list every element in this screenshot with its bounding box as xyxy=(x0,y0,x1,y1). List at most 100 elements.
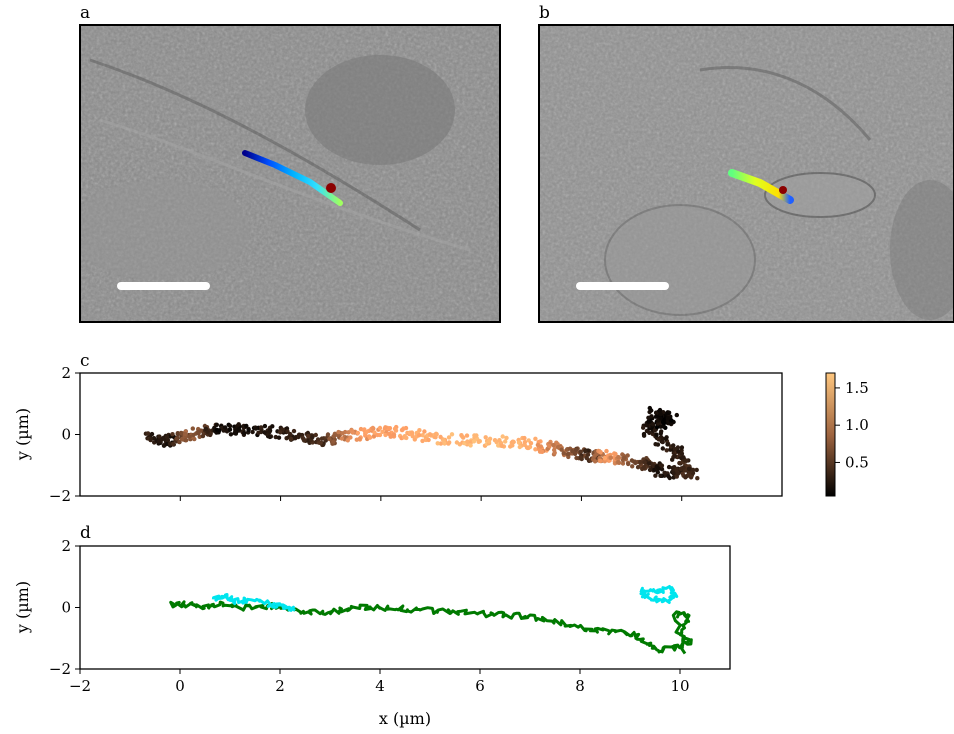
data-point xyxy=(533,436,538,441)
data-point xyxy=(179,431,185,436)
data-point xyxy=(464,433,470,438)
data-point xyxy=(670,457,675,462)
data-point xyxy=(517,444,522,450)
data-point xyxy=(672,454,677,459)
y-axis-label-d: y (µm) xyxy=(13,581,32,634)
data-point xyxy=(522,439,528,445)
x-tick-label: 2 xyxy=(275,677,285,695)
data-point xyxy=(313,432,318,438)
data-point xyxy=(592,453,598,458)
data-point xyxy=(625,453,630,458)
data-point xyxy=(638,459,643,465)
data-point xyxy=(669,418,674,423)
data-point xyxy=(228,432,234,437)
data-point xyxy=(404,435,409,441)
data-point xyxy=(317,440,323,445)
data-point xyxy=(641,465,647,470)
data-point xyxy=(417,433,422,438)
data-point xyxy=(435,441,440,446)
data-point xyxy=(315,437,321,442)
data-point xyxy=(183,431,188,437)
colorbar-gradient xyxy=(825,372,836,497)
data-point xyxy=(622,455,627,460)
data-point xyxy=(175,431,180,436)
data-point xyxy=(345,438,350,443)
data-point xyxy=(367,435,373,440)
data-point xyxy=(653,442,658,447)
chart-c: c −2 0 2 y (µm) 0.5 1.0 1.5 xyxy=(13,351,869,505)
colorbar-tick-label: 1.0 xyxy=(845,416,869,434)
data-point xyxy=(253,426,258,431)
colorbar: 0.5 1.0 1.5 xyxy=(825,372,869,497)
x-axis-c xyxy=(179,496,683,501)
data-point xyxy=(427,432,433,437)
data-point xyxy=(658,473,663,478)
data-point xyxy=(296,432,302,437)
data-point xyxy=(236,427,242,432)
data-point xyxy=(660,439,665,445)
data-point xyxy=(649,414,654,419)
data-point xyxy=(400,427,405,433)
data-point xyxy=(663,436,668,441)
data-point xyxy=(409,430,415,435)
data-point xyxy=(288,436,294,441)
x-tick-label: 0 xyxy=(175,677,185,695)
data-point xyxy=(380,429,385,434)
data-point xyxy=(471,439,477,444)
data-point xyxy=(668,447,673,452)
data-point xyxy=(655,470,660,475)
data-point xyxy=(654,410,659,416)
data-point xyxy=(446,435,452,440)
data-point xyxy=(227,423,233,429)
data-point xyxy=(656,437,661,442)
data-point xyxy=(208,432,213,438)
data-point xyxy=(357,436,362,442)
panel-label-d: d xyxy=(80,523,91,543)
data-point xyxy=(449,432,455,437)
data-point xyxy=(145,431,151,436)
data-point xyxy=(583,449,588,454)
data-point xyxy=(216,428,222,433)
data-point xyxy=(641,431,647,437)
data-point xyxy=(686,466,692,471)
data-point xyxy=(653,473,658,478)
data-point xyxy=(190,426,195,431)
colorbar-tick-label: 0.5 xyxy=(845,453,869,471)
data-point xyxy=(633,460,638,466)
data-point xyxy=(372,430,377,435)
data-point xyxy=(270,424,275,429)
data-point xyxy=(658,416,663,421)
data-point xyxy=(285,429,290,434)
data-point xyxy=(242,430,247,436)
data-point xyxy=(566,451,571,457)
data-point xyxy=(177,439,182,445)
data-point xyxy=(525,445,530,451)
data-point xyxy=(511,439,516,445)
y-tick-label: −2 xyxy=(49,660,71,678)
data-point xyxy=(474,433,479,438)
data-point xyxy=(681,465,686,470)
data-point xyxy=(355,430,361,436)
y-tick-label: 0 xyxy=(61,426,71,444)
data-point xyxy=(497,438,502,443)
data-point xyxy=(205,429,210,435)
data-point xyxy=(616,454,621,460)
x-tick-label: 6 xyxy=(475,677,485,695)
data-point xyxy=(184,438,189,443)
data-point xyxy=(267,429,272,434)
data-point xyxy=(598,450,603,455)
data-point xyxy=(157,434,162,439)
data-point xyxy=(331,433,337,439)
data-point xyxy=(674,412,679,418)
data-point xyxy=(504,435,509,441)
data-point xyxy=(410,434,415,439)
data-point xyxy=(658,411,663,417)
data-point xyxy=(292,435,298,440)
data-point xyxy=(533,447,538,452)
data-point xyxy=(236,422,241,427)
data-point xyxy=(641,425,646,430)
data-point xyxy=(336,429,341,435)
data-point xyxy=(305,433,311,439)
data-point xyxy=(346,430,351,435)
data-point xyxy=(174,436,179,441)
